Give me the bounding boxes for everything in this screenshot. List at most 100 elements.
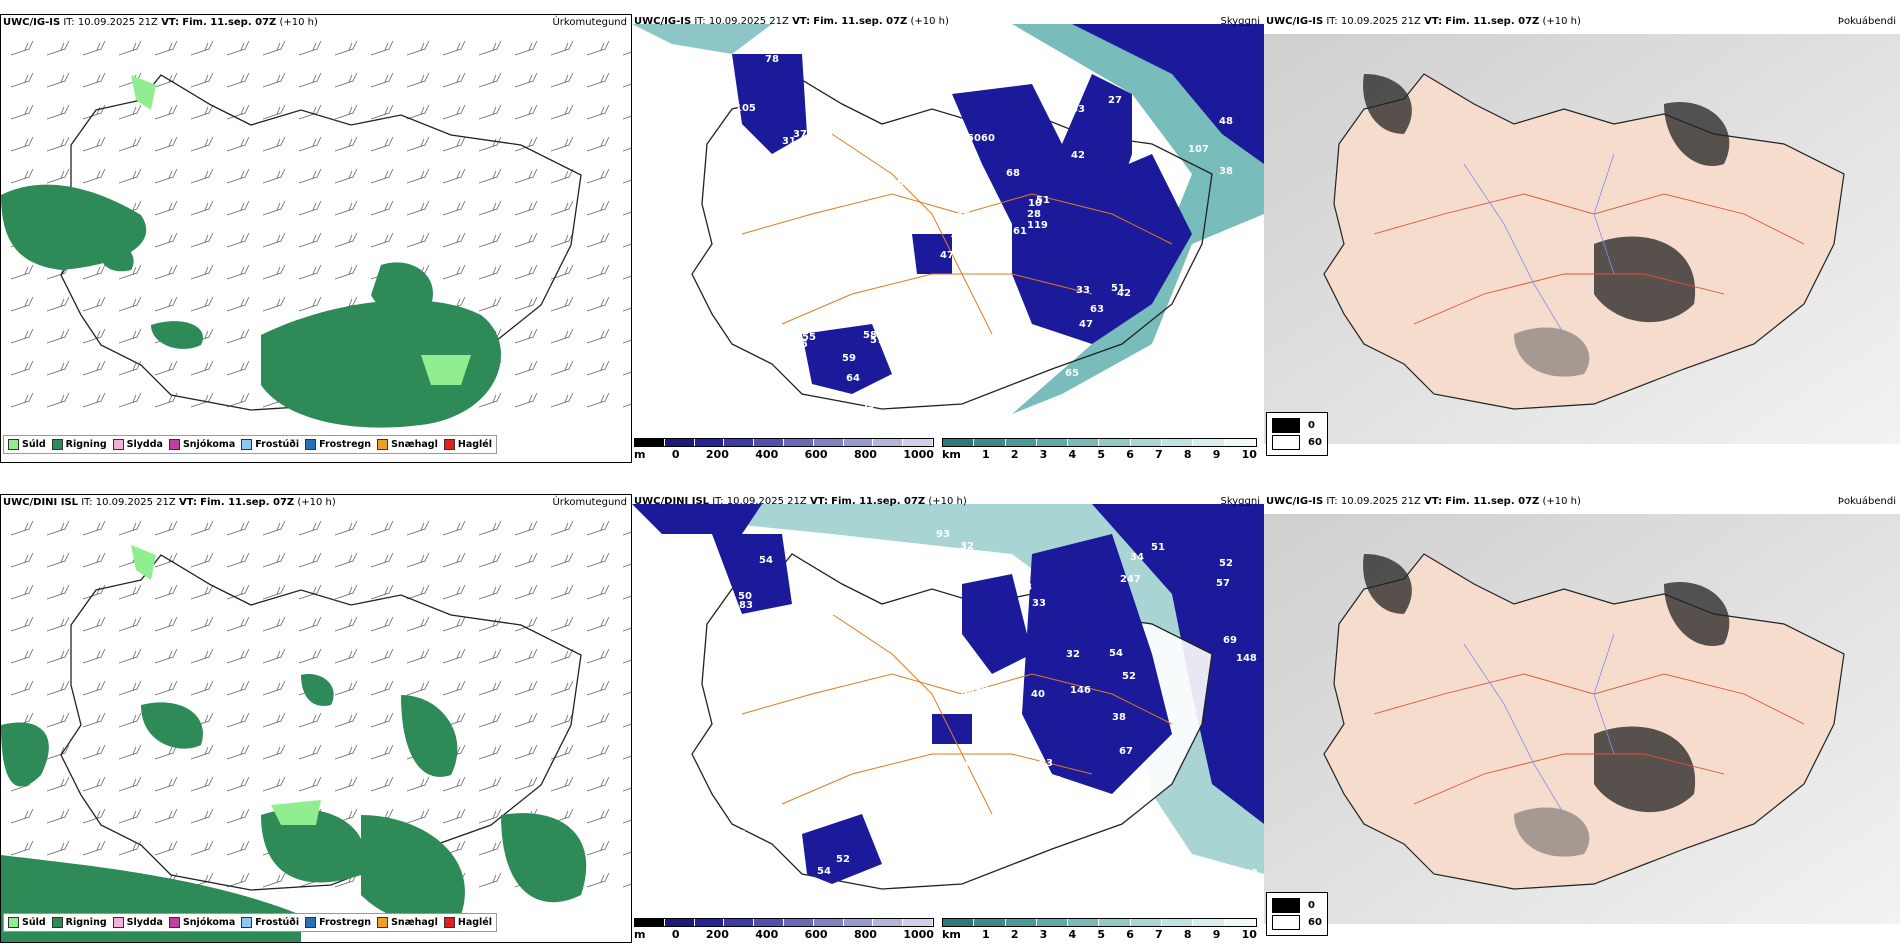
- wind-barb: [262, 872, 286, 888]
- wind-barb: [298, 168, 322, 184]
- wind-barb: [586, 264, 610, 280]
- fog-legend-item: 0: [1272, 898, 1322, 913]
- wind-barb: [262, 232, 286, 248]
- cloud-numbers-top: 35 31 42 52 10 57 78 60 63 61 48 56 53 48 47 42 44 46 68 55…: [726, 54, 1233, 424]
- wind-barb: [262, 552, 286, 568]
- legend-label: Rigning: [65, 917, 107, 928]
- wind-barb: [334, 136, 358, 152]
- wind-barb: [370, 712, 394, 728]
- wind-barb: [298, 136, 322, 152]
- fog-panel-top: UWC/IG-IS IT: 10.09.2025 21Z VT: Fim. 11…: [1264, 14, 1900, 463]
- legend-label: 60: [1308, 437, 1322, 448]
- wind-barb: [46, 840, 70, 856]
- legend-label: Slydda: [126, 439, 163, 450]
- cloud-height-label: 58: [863, 330, 877, 341]
- cloud-height-label: 35: [1168, 404, 1182, 415]
- wind-barb: [478, 72, 502, 88]
- wind-barb: [10, 104, 34, 120]
- colorbar-tick: 4: [1068, 928, 1077, 941]
- colorbar-strip: [942, 918, 1257, 927]
- wind-barb: [10, 584, 34, 600]
- cloud-height-label: 54: [817, 866, 831, 877]
- cloud-height-label: 67: [755, 711, 769, 722]
- precip-map-top: [1, 40, 631, 428]
- wind-barb: [46, 584, 70, 600]
- wind-barb: [478, 616, 502, 632]
- wind-barb: [226, 712, 250, 728]
- wind-barb: [478, 552, 502, 568]
- fog-legend-bottom: 0 60: [1266, 892, 1328, 936]
- wind-barb: [406, 648, 430, 664]
- cloud-height-label: 184: [1175, 889, 1196, 900]
- colorbar-tick: 8: [1183, 928, 1192, 941]
- wind-barb: [586, 552, 610, 568]
- precip-legend-item: Haglél: [443, 439, 492, 450]
- cloud-height-label: 63: [1071, 104, 1085, 115]
- wind-barb: [406, 168, 430, 184]
- wind-barb: [226, 520, 250, 536]
- wind-barb: [226, 296, 250, 312]
- cloud-height-label: 38: [1219, 166, 1233, 177]
- wind-barb: [514, 648, 538, 664]
- cloud-height-label: 129: [810, 60, 831, 71]
- cloud-height-label: 54: [961, 687, 975, 698]
- legend-label: Frostúði: [255, 917, 300, 928]
- wind-barb: [370, 552, 394, 568]
- legend-label: 0: [1308, 420, 1315, 431]
- wind-barb: [334, 712, 358, 728]
- wind-barb: [118, 712, 142, 728]
- wind-barb: [10, 680, 34, 696]
- wind-barb: [226, 616, 250, 632]
- legend-label: Snæhagl: [391, 439, 438, 450]
- cloud-height-label: 50: [738, 591, 752, 602]
- legend-swatch: [168, 917, 180, 928]
- wind-barb: [370, 104, 394, 120]
- wind-barb: [514, 616, 538, 632]
- cloud-height-label: 44: [1129, 895, 1143, 906]
- wind-barb: [262, 712, 286, 728]
- wind-barb: [10, 168, 34, 184]
- legend-swatch: [112, 917, 124, 928]
- wind-barb: [226, 72, 250, 88]
- wind-barb: [82, 776, 106, 792]
- wind-barb: [298, 776, 322, 792]
- wind-barb: [118, 616, 142, 632]
- wind-barb: [118, 104, 142, 120]
- precip-legend-item: Slydda: [112, 917, 163, 928]
- cloud-height-label: 101: [769, 413, 790, 424]
- cloud-height-label: 60: [981, 133, 995, 144]
- wind-barb: [154, 616, 178, 632]
- wind-barb: [226, 264, 250, 280]
- cloud-header-top: UWC/IG-IS IT: 10.09.2025 21Z VT: Fim. 11…: [634, 16, 949, 27]
- wind-barb: [118, 296, 142, 312]
- wind-barb: [118, 648, 142, 664]
- legend-label: Rigning: [65, 439, 107, 450]
- wind-barb: [406, 680, 430, 696]
- wind-barb: [10, 264, 34, 280]
- wind-barb: [370, 584, 394, 600]
- wind-barb: [478, 520, 502, 536]
- wind-barb: [190, 648, 214, 664]
- colorbar-tick: 2: [1010, 448, 1019, 461]
- wind-barb: [82, 712, 106, 728]
- wind-barb: [334, 520, 358, 536]
- cloud-height-label: 34: [950, 356, 964, 367]
- wind-barb: [118, 808, 142, 824]
- wind-barb: [226, 104, 250, 120]
- legend-swatch: [377, 917, 389, 928]
- fog-legend-item: 60: [1272, 915, 1322, 930]
- wind-barb: [370, 616, 394, 632]
- cloud-height-label: 10: [1028, 198, 1042, 209]
- wind-barb: [586, 776, 610, 792]
- cloud-height-label: 83: [1039, 758, 1053, 769]
- cloud-height-label: 28: [1027, 209, 1041, 220]
- wind-barb: [586, 712, 610, 728]
- cloud-height-label: 62: [946, 794, 960, 805]
- wind-barb: [226, 232, 250, 248]
- wind-barb: [622, 371, 631, 376]
- wind-barb: [82, 552, 106, 568]
- wind-barb: [10, 136, 34, 152]
- wind-barb: [406, 584, 430, 600]
- cloud-title-bottom: Skyggni: [1220, 496, 1260, 507]
- wind-barb: [586, 40, 610, 56]
